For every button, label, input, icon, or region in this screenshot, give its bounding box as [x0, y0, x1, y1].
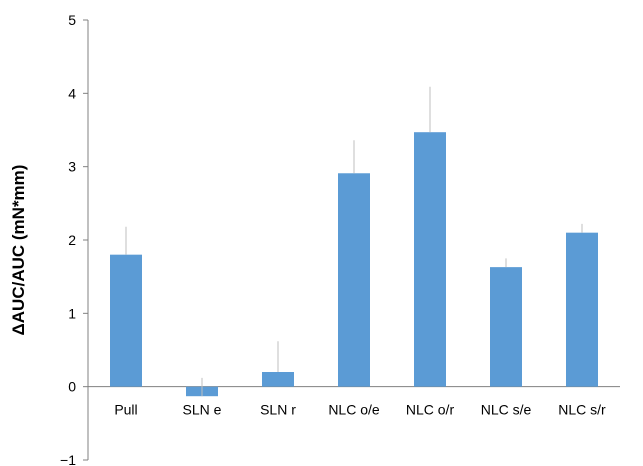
y-tick-label: −1: [60, 452, 76, 466]
x-tick-label: NLC o/r: [406, 402, 455, 418]
y-tick-label: 3: [68, 159, 76, 175]
y-tick-label: 5: [68, 12, 76, 28]
x-tick-label: Pull: [114, 402, 137, 418]
x-tick-label: SLN r: [260, 402, 296, 418]
bar: [414, 132, 446, 387]
bar: [338, 173, 370, 387]
x-tick-labels: Pull SLN e SLN r NLC o/e NLC o/r NLC s/e NLC s…: [114, 402, 606, 418]
x-tick-label: NLC s/e: [481, 402, 532, 418]
bars: [110, 132, 598, 397]
bar: [490, 267, 522, 387]
x-tick-label: NLC o/e: [328, 402, 380, 418]
bar: [262, 372, 294, 387]
y-tick-label: 1: [68, 305, 76, 321]
x-tick-label: SLN e: [183, 402, 222, 418]
y-tick-label: 2: [68, 232, 76, 248]
y-tick-label: 4: [68, 85, 76, 101]
bar: [566, 232, 598, 387]
bar: [110, 254, 142, 387]
error-bars: [125, 86, 583, 397]
y-tick-label: 0: [68, 379, 76, 395]
y-tick-labels: −1 0 1 2 3 4 5: [60, 12, 76, 466]
y-axis-label: ΔAUC/AUC (mN*mm): [9, 165, 28, 336]
x-tick-label: NLC s/r: [558, 402, 606, 418]
